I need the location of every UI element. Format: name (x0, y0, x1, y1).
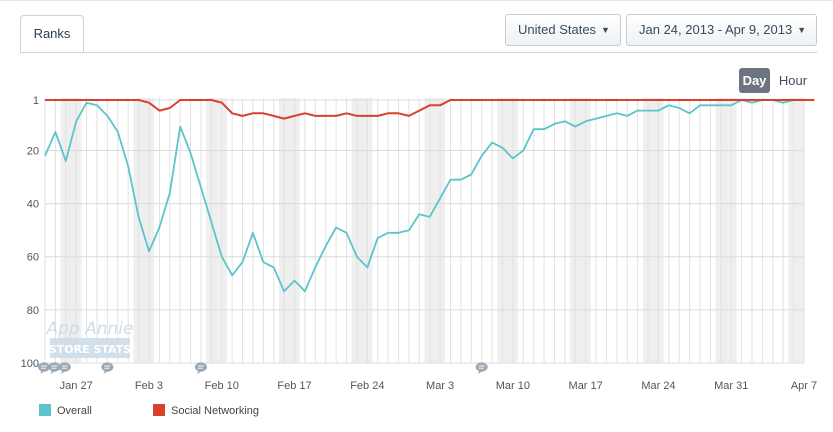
legend-social-swatch (153, 404, 165, 416)
series-social-line (45, 99, 815, 120)
note-tail (477, 370, 483, 374)
y-tick-label: 20 (27, 145, 39, 157)
note-bubble (475, 362, 488, 372)
annotation-markers (38, 362, 488, 374)
axis-ticks: 1 20 40 60 80 100 Jan 27 Feb 3 Feb 10 Feb 17 Feb 2… (21, 95, 818, 392)
legend-overall[interactable]: Overall (39, 404, 92, 418)
note-tail (196, 370, 202, 374)
note-tail (50, 370, 56, 374)
x-tick-label: Feb 24 (350, 380, 384, 392)
series-overall-line (44, 99, 804, 293)
weekend-band (278, 98, 300, 363)
watermark-line1: App Annie (46, 319, 134, 339)
note-marker-icon[interactable] (194, 362, 207, 374)
x-tick-label: Mar 17 (569, 380, 603, 392)
y-tick-label: 60 (27, 252, 39, 264)
watermark-band (50, 338, 130, 358)
note-marker-icon[interactable] (58, 362, 71, 374)
weekend-band (642, 98, 664, 363)
weekend-band (351, 98, 373, 363)
legend-social-networking[interactable]: Social Networking (153, 404, 259, 418)
grid-lines (44, 98, 805, 364)
series-lines (44, 99, 815, 293)
note-bubble (58, 362, 71, 372)
tab-ranks[interactable]: Ranks (20, 15, 84, 52)
x-tick-label: Feb 17 (277, 380, 311, 392)
y-tick-label: 40 (27, 199, 39, 211)
x-tick-label: Feb 10 (205, 380, 239, 392)
app-annie-watermark: App Annie STORE STATS (46, 319, 134, 358)
note-bubble (194, 362, 207, 372)
weekend-band (206, 98, 227, 363)
note-tail (103, 370, 109, 374)
weekend-band (424, 98, 446, 363)
country-dropdown[interactable]: United States ▼ (505, 14, 621, 46)
note-marker-icon[interactable] (48, 362, 61, 374)
date-range-dropdown[interactable]: Jan 24, 2013 - Apr 9, 2013 ▼ (626, 14, 817, 46)
note-marker-icon[interactable] (475, 362, 488, 374)
country-value: United States (518, 22, 597, 37)
weekend-shading (60, 98, 804, 363)
note-bubble (48, 362, 61, 372)
weekend-band (497, 98, 519, 363)
note-marker-icon[interactable] (38, 362, 50, 374)
x-tick-label: Feb 3 (135, 380, 163, 392)
top-rule (0, 0, 833, 1)
day-toggle-button[interactable]: Day (739, 68, 770, 93)
x-tick-label: Mar 31 (714, 380, 748, 392)
weekend-band (788, 98, 804, 363)
x-tick-label: Mar 3 (426, 380, 454, 392)
note-marker-icon[interactable] (101, 362, 114, 374)
weekend-band (570, 98, 591, 363)
note-tail (40, 370, 45, 374)
date-range-value: Jan 24, 2013 - Apr 9, 2013 (639, 22, 793, 37)
hour-toggle-button[interactable]: Hour (778, 73, 808, 88)
x-tick-label: Apr 7 (791, 380, 817, 392)
legend-overall-swatch (39, 404, 51, 416)
note-bubble (38, 362, 50, 372)
y-tick-label: 1 (33, 95, 39, 107)
x-tick-label: Mar 10 (496, 380, 530, 392)
y-tick-label: 100 (21, 358, 39, 370)
tab-bar-line (20, 52, 817, 53)
y-tick-label: 80 (27, 305, 39, 317)
note-tail (60, 370, 66, 374)
watermark-line2: STORE STATS (49, 343, 131, 356)
chevron-down-icon: ▼ (601, 25, 610, 35)
chevron-down-icon: ▼ (797, 25, 807, 35)
legend-overall-label: Overall (57, 405, 92, 417)
x-tick-label: Mar 24 (641, 380, 675, 392)
weekend-band (715, 98, 737, 363)
legend-social-label: Social Networking (171, 405, 260, 417)
weekend-band (133, 98, 155, 363)
x-tick-label: Jan 27 (60, 380, 93, 392)
note-bubble (101, 362, 114, 372)
